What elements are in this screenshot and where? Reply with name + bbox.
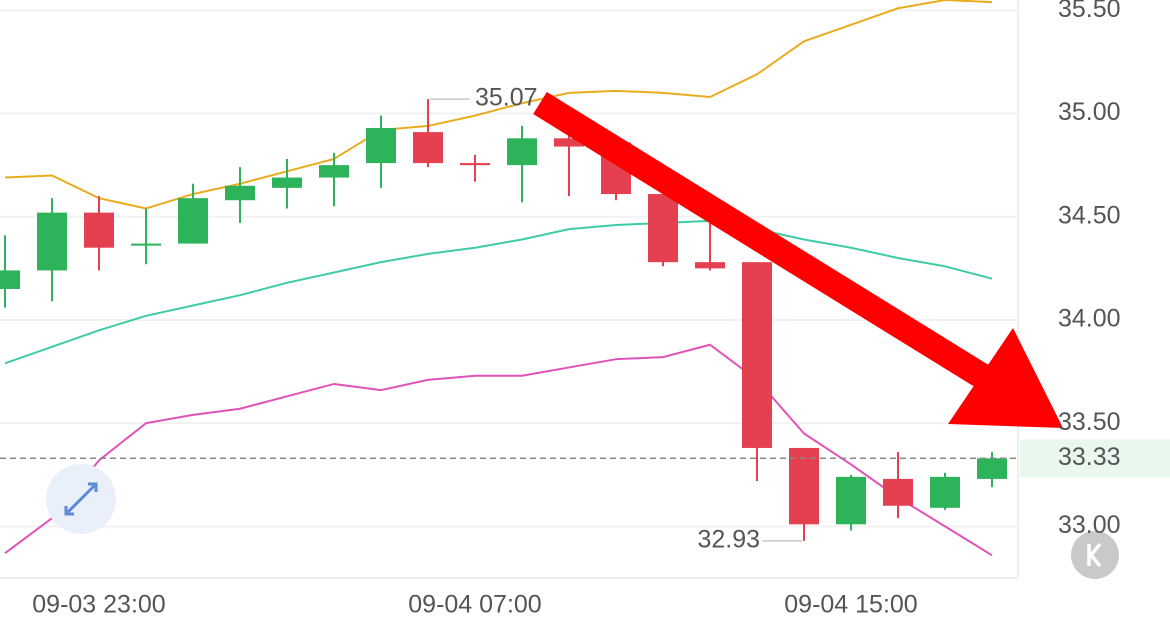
candle-body [789, 447, 819, 525]
candle-body [178, 198, 208, 244]
band-line [4, 0, 993, 210]
y-tick-label: 35.50 [1058, 0, 1121, 23]
x-tick-label: 09-03 23:00 [32, 591, 165, 619]
candle-body [84, 212, 114, 248]
candle-body [742, 262, 772, 448]
last-price-label: 33.33 [1058, 443, 1121, 471]
last-price-tag [1020, 439, 1170, 478]
candle-body [225, 185, 255, 201]
candle-body [977, 458, 1007, 479]
candle-body [695, 262, 725, 269]
high-label: 35.07 [475, 84, 538, 112]
y-tick-label: 33.00 [1058, 511, 1121, 539]
candle-body [930, 476, 960, 508]
low-label: 32.93 [697, 525, 760, 553]
candle-body [460, 163, 490, 166]
y-tick-label: 34.50 [1058, 201, 1121, 229]
k-icon[interactable] [1087, 542, 1102, 568]
band-line [4, 343, 993, 557]
arrow-head [948, 328, 1063, 428]
expand-button[interactable] [46, 464, 116, 534]
candle-body [883, 478, 913, 506]
arrow-shaft [533, 91, 992, 390]
k-bg[interactable] [1071, 531, 1119, 579]
candle-body [554, 138, 584, 147]
y-tick-label: 34.00 [1058, 305, 1121, 333]
k-button[interactable] [1071, 531, 1119, 579]
expand-icon[interactable] [64, 482, 98, 516]
candle-body [272, 177, 302, 188]
trend-arrow [533, 91, 1063, 428]
candle-body [413, 132, 443, 164]
candle-body [131, 243, 161, 246]
candle-body [37, 212, 67, 271]
candle-body [0, 270, 20, 289]
x-tick-label: 09-04 07:00 [408, 591, 541, 619]
candle-body [319, 165, 349, 178]
candle-body [507, 138, 537, 166]
y-tick-label: 35.00 [1058, 98, 1121, 126]
y-tick-label: 33.50 [1058, 408, 1121, 436]
x-tick-label: 09-04 15:00 [784, 591, 917, 619]
candle-body [648, 194, 678, 263]
band-line [4, 219, 993, 365]
candle-body [836, 476, 866, 525]
candle-body [366, 127, 396, 164]
